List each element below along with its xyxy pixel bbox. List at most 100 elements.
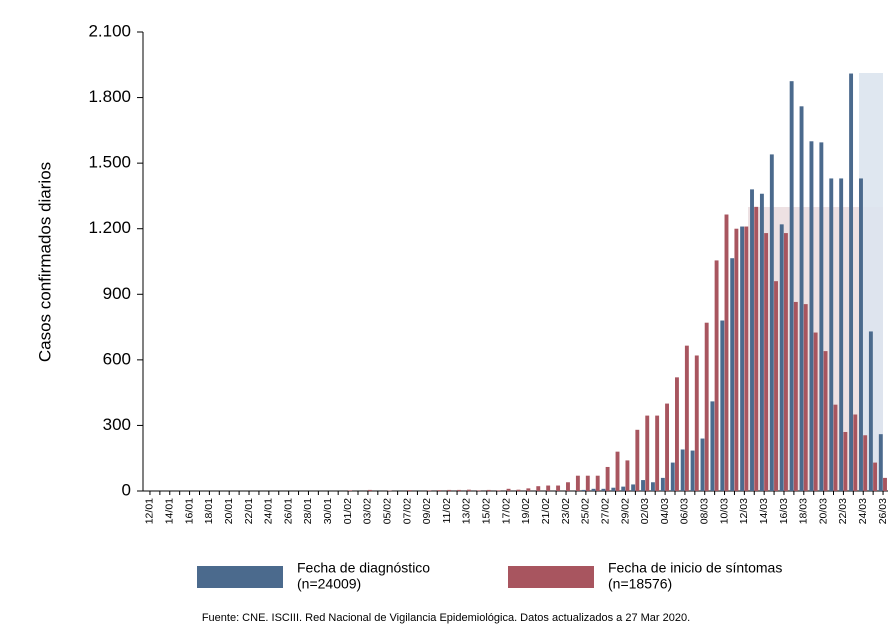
bar [839,178,844,491]
bar [694,355,699,491]
x-tick-label: 17/02 [500,498,512,524]
bar [566,482,570,491]
bar [486,489,491,491]
bar [859,178,863,491]
x-tick-label: 26/01 [282,498,294,524]
bar [873,462,878,491]
x-tick-label: 04/03 [659,498,671,524]
x-tick-label: 23/02 [560,498,572,524]
x-tick-label: 19/02 [520,498,532,524]
x-tick-label: 18/03 [798,498,810,524]
bar [427,490,432,491]
legend-swatch [197,566,283,588]
bar [764,233,769,492]
bar [605,466,610,491]
legend-sample: (n=18576) [608,576,672,592]
x-tick-label: 28/01 [302,498,314,524]
bar [601,488,606,491]
bar [447,489,452,491]
bar [615,451,620,491]
bar [799,106,804,492]
bar [655,415,660,491]
x-tick-label: 09/02 [421,498,433,524]
y-tick-label: 2.100 [88,21,131,40]
bar [631,484,636,491]
legend-sample: (n=24009) [297,576,361,592]
y-tick-label: 600 [103,349,131,368]
bar [829,178,834,491]
source: Fuente: CNE. ISCIII. Red Nacional de Vig… [202,612,690,624]
bar [466,489,471,491]
bar [407,490,412,491]
bar [660,477,665,491]
x-tick-label: 03/02 [362,498,374,524]
bar [591,488,596,491]
bar [611,487,616,491]
x-tick-label: 20/01 [223,498,235,524]
bar [457,489,461,491]
bar [645,415,650,491]
bar [740,226,745,491]
y-tick-label: 900 [103,284,131,303]
bar [496,490,501,491]
x-tick-label: 26/03 [877,498,889,524]
x-tick-label: 11/02 [441,498,453,524]
bar [774,281,778,491]
y-tick-label: 1.200 [88,218,131,237]
x-tick-label: 16/01 [183,498,195,524]
x-tick-label: 27/02 [599,498,611,524]
bar [710,401,715,491]
bar [720,320,725,491]
x-tick-label: 21/02 [540,498,552,524]
bar [348,490,352,491]
x-tick-label: 10/03 [718,498,730,524]
bar [724,214,729,491]
y-tick-label: 300 [103,415,131,434]
x-tick-label: 13/02 [461,498,473,524]
x-tick-label: 14/01 [164,498,176,524]
bar [863,435,868,491]
bar [690,450,695,491]
bar [476,490,481,491]
bar [575,475,580,491]
bar [536,486,541,491]
y-tick-label: 1.800 [88,87,131,106]
x-tick-label: 07/02 [401,498,413,524]
bar [883,477,887,491]
bar [809,141,814,492]
x-tick-label: 15/02 [481,498,493,524]
bar [506,488,511,491]
x-tick-label: 20/03 [817,498,829,524]
bar [621,486,626,491]
bar [759,193,764,491]
x-tick-label: 22/03 [837,498,849,524]
legend-label: Fecha de diagnóstico [297,560,430,576]
x-tick-label: 24/03 [857,498,869,524]
x-tick-label: 25/02 [580,498,592,524]
bar [793,301,798,491]
bar [437,490,442,491]
bar [367,489,372,491]
x-tick-label: 14/03 [758,498,770,524]
legend-swatch [508,566,594,588]
bar [675,377,679,491]
bar [595,475,600,491]
bar [546,485,551,491]
bar [813,332,818,491]
bar [819,142,824,491]
bar [704,322,709,491]
x-tick-label: 16/03 [778,498,790,524]
bar [878,434,883,491]
bar [581,489,586,491]
y-tick-label: 1.500 [88,153,131,172]
x-tick-label: 29/02 [619,498,631,524]
bar [700,438,705,491]
bar [625,460,630,491]
x-tick-label: 18/01 [203,498,215,524]
bar [853,414,858,491]
y-axis-label: Casos confirmados diarios [35,162,54,362]
bar [823,351,828,491]
bar [635,429,640,491]
bar [556,485,561,491]
